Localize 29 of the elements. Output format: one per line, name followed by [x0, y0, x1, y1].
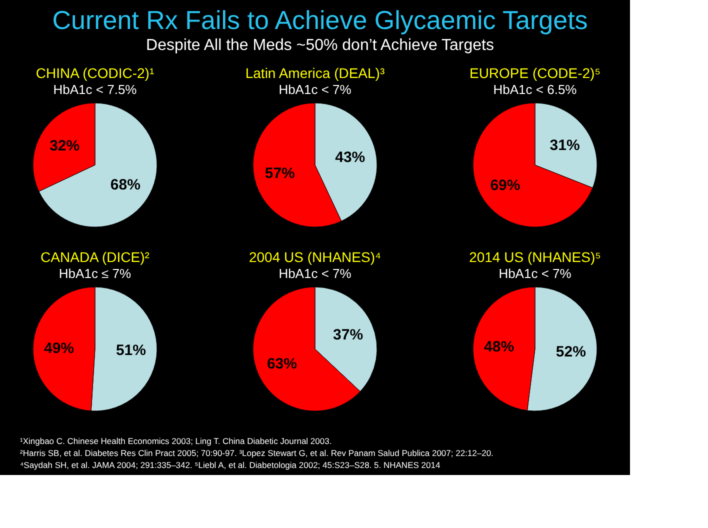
- chart-subtitle: HbA1c < 7%: [498, 266, 572, 281]
- chart-subtitle: HbA1c ≤ 7%: [58, 266, 132, 281]
- data-label: 69%: [490, 177, 520, 194]
- chart-title: 2004 US (NHANES)⁴: [248, 249, 382, 265]
- data-label: 31%: [550, 136, 580, 154]
- text: ¹Xingbao C. Chinese Health Economics 2003; Ling T. China Diabetic Journal 2003.: [20, 436, 332, 446]
- data-label: 32%: [50, 138, 80, 155]
- chart-subtitle: HbA1c < 7%: [278, 266, 352, 281]
- chart-title: CHINA (CODIC-2)¹: [36, 65, 154, 81]
- chart-title: CANADA (DICE)²: [40, 249, 150, 265]
- chart-title: EUROPE (CODE-2)⁵: [469, 65, 601, 81]
- data-label: 52%: [556, 343, 586, 360]
- text: Current Rx Fails to Achieve Glycaemic Targets: [52, 5, 588, 35]
- data-label: 57%: [264, 164, 295, 182]
- chart-subtitle: HbA1c < 6.5%: [493, 82, 578, 97]
- data-label: 43%: [335, 149, 366, 166]
- data-label: 51%: [116, 342, 146, 360]
- data-label: 37%: [333, 326, 364, 344]
- chart-subtitle: HbA1c < 7%: [278, 82, 352, 97]
- chart-subtitle: HbA1c < 7.5%: [53, 82, 138, 97]
- chart-title: 2014 US (NHANES)⁵: [469, 249, 601, 265]
- text: Despite All the Meds ~50% don’t Achieve Targets: [146, 37, 494, 54]
- data-label: 48%: [484, 338, 514, 356]
- text: ⁴Saydah SH, et al. JAMA 2004; 291:335–342. ⁵Liebl A, et al. Diabetologia 2002; 45:S23–S28. 5. NHANES 2014: [20, 460, 440, 470]
- data-label: 68%: [110, 176, 140, 194]
- text: ²Harris SB, et al. Diabetes Res Clin Pract 2005; 70:90-97. ³Lopez Stewart G, et al. Rev Panam Salud Publica 2007; 22:12–20.: [20, 448, 494, 458]
- data-label: 63%: [266, 355, 297, 372]
- chart-title: Latin America (DEAL)³: [245, 65, 385, 81]
- data-label: 49%: [44, 340, 74, 357]
